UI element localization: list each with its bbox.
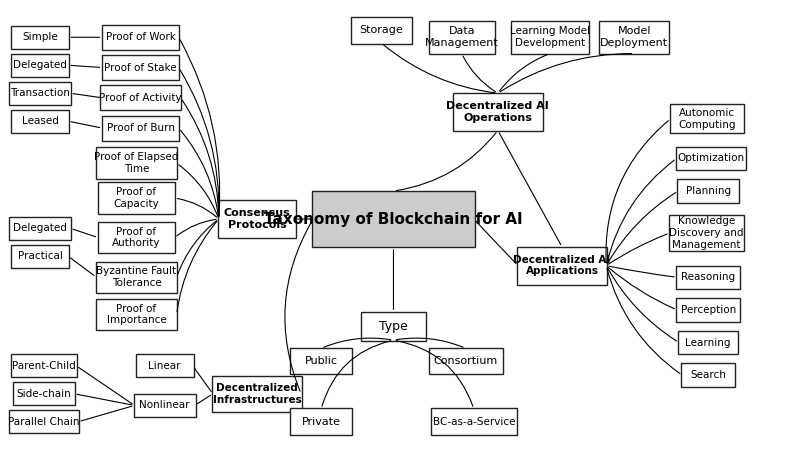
FancyBboxPatch shape — [136, 354, 193, 377]
FancyBboxPatch shape — [95, 147, 177, 178]
Text: Learning: Learning — [685, 337, 730, 348]
Text: Consortium: Consortium — [433, 356, 497, 366]
FancyBboxPatch shape — [95, 299, 177, 330]
Text: Simple: Simple — [22, 32, 58, 42]
Text: Model
Deployment: Model Deployment — [600, 27, 667, 48]
Text: Side-chain: Side-chain — [17, 389, 71, 399]
Text: Consensus
Protocols: Consensus Protocols — [223, 208, 290, 230]
FancyBboxPatch shape — [212, 376, 302, 412]
Text: Delegated: Delegated — [13, 223, 67, 233]
FancyBboxPatch shape — [11, 26, 69, 49]
FancyBboxPatch shape — [598, 21, 669, 54]
Text: Proof of
Capacity: Proof of Capacity — [114, 187, 159, 209]
Text: Leased: Leased — [22, 116, 59, 126]
FancyBboxPatch shape — [680, 363, 735, 387]
Text: BC-as-a-Service: BC-as-a-Service — [432, 417, 514, 427]
FancyBboxPatch shape — [428, 348, 502, 375]
Text: Autonomic
Computing: Autonomic Computing — [677, 108, 735, 130]
Text: Decentralized AI
Operations: Decentralized AI Operations — [446, 101, 549, 123]
Text: Proof of Stake: Proof of Stake — [104, 62, 176, 73]
Text: Learning Model
Development: Learning Model Development — [509, 27, 589, 48]
FancyBboxPatch shape — [98, 182, 176, 213]
FancyBboxPatch shape — [11, 110, 69, 133]
FancyBboxPatch shape — [668, 215, 743, 251]
FancyBboxPatch shape — [11, 245, 69, 268]
FancyBboxPatch shape — [669, 104, 743, 133]
Text: Public: Public — [304, 356, 338, 366]
FancyBboxPatch shape — [10, 217, 71, 240]
Text: Proof of Work: Proof of Work — [105, 32, 176, 42]
FancyBboxPatch shape — [452, 93, 542, 131]
FancyBboxPatch shape — [101, 55, 180, 80]
FancyBboxPatch shape — [428, 21, 494, 54]
FancyBboxPatch shape — [101, 116, 180, 141]
FancyBboxPatch shape — [11, 354, 77, 377]
Text: Practical: Practical — [18, 251, 63, 261]
Text: Type: Type — [379, 320, 407, 333]
Text: Delegated: Delegated — [13, 60, 67, 70]
Text: Linear: Linear — [148, 361, 180, 371]
Text: Nonlinear: Nonlinear — [140, 400, 189, 411]
FancyBboxPatch shape — [9, 410, 79, 433]
FancyBboxPatch shape — [677, 331, 738, 354]
FancyBboxPatch shape — [290, 408, 352, 435]
FancyBboxPatch shape — [13, 382, 75, 405]
Text: Transaction: Transaction — [10, 88, 70, 98]
Text: Proof of
Authority: Proof of Authority — [112, 227, 160, 248]
FancyBboxPatch shape — [218, 200, 296, 238]
Text: Storage: Storage — [359, 25, 403, 35]
FancyBboxPatch shape — [677, 179, 739, 203]
FancyBboxPatch shape — [101, 25, 180, 50]
FancyBboxPatch shape — [675, 298, 739, 322]
FancyBboxPatch shape — [99, 85, 181, 110]
FancyBboxPatch shape — [675, 266, 739, 289]
Text: Proof of Elapsed
Time: Proof of Elapsed Time — [94, 152, 179, 174]
Text: Search: Search — [690, 370, 725, 380]
FancyBboxPatch shape — [511, 21, 589, 54]
FancyBboxPatch shape — [98, 222, 176, 254]
FancyBboxPatch shape — [312, 191, 474, 247]
Text: Proof of
Importance: Proof of Importance — [107, 304, 166, 325]
Text: Proof of Burn: Proof of Burn — [107, 123, 174, 133]
Text: Decentralized
Infrastructures: Decentralized Infrastructures — [213, 383, 301, 404]
Text: Parent-Child: Parent-Child — [12, 361, 76, 371]
Text: Parallel Chain: Parallel Chain — [8, 417, 80, 427]
Text: Proof of Activity: Proof of Activity — [99, 93, 181, 103]
Text: Knowledge
Discovery and
Management: Knowledge Discovery and Management — [669, 216, 743, 250]
FancyBboxPatch shape — [290, 348, 352, 375]
FancyBboxPatch shape — [675, 147, 744, 170]
FancyBboxPatch shape — [11, 54, 69, 77]
Text: Optimization: Optimization — [676, 153, 743, 164]
FancyBboxPatch shape — [95, 261, 177, 293]
Text: Private: Private — [302, 417, 340, 427]
FancyBboxPatch shape — [133, 394, 196, 417]
Text: Reasoning: Reasoning — [680, 272, 735, 282]
FancyBboxPatch shape — [350, 17, 412, 43]
Text: Taxonomy of Blockchain for AI: Taxonomy of Blockchain for AI — [264, 212, 522, 226]
Text: Planning: Planning — [685, 186, 730, 196]
Text: Byzantine Fault
Tolerance: Byzantine Fault Tolerance — [96, 267, 176, 288]
Text: Decentralized AI
Applications: Decentralized AI Applications — [512, 255, 610, 276]
FancyBboxPatch shape — [430, 408, 516, 435]
FancyBboxPatch shape — [10, 82, 71, 105]
FancyBboxPatch shape — [360, 312, 426, 341]
Text: Data
Management: Data Management — [424, 27, 498, 48]
Text: Perception: Perception — [680, 305, 735, 315]
FancyBboxPatch shape — [516, 247, 606, 285]
